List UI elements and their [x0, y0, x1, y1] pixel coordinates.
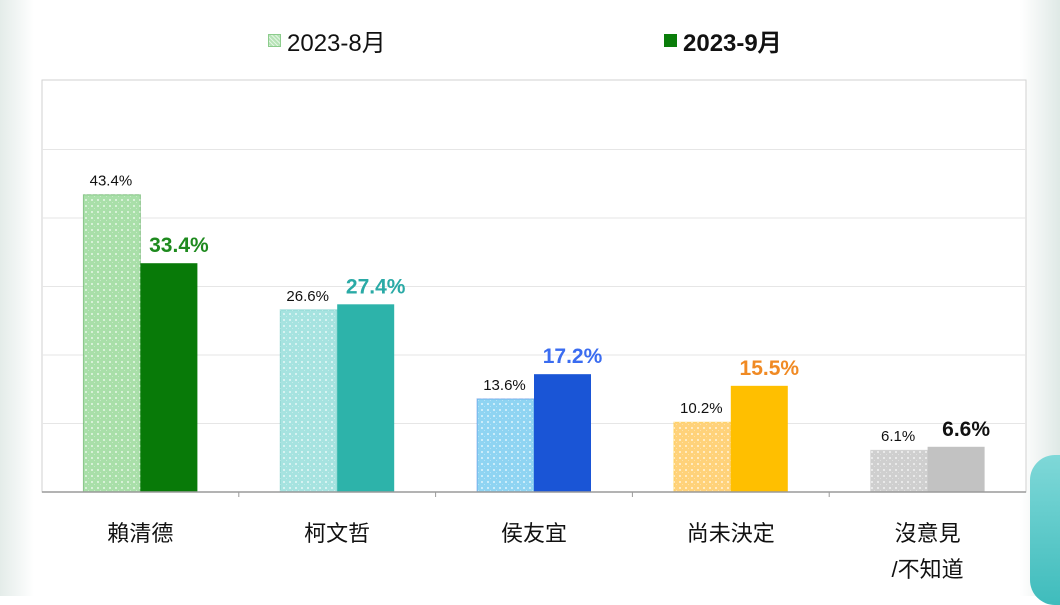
category-label-line: 賴清德 [107, 521, 174, 546]
bar-aug-pattern [673, 422, 731, 492]
legend-item-aug: 2023-8月 [268, 24, 386, 57]
legend-item-sep: 2023-9月 [664, 24, 782, 57]
data-label-sep: 6.6% [942, 418, 990, 441]
category-label-line: 沒意見 [894, 521, 961, 546]
bar-aug-pattern [870, 450, 928, 492]
data-label-aug: 6.1% [881, 428, 915, 445]
bars-group [82, 194, 985, 493]
legend-swatch-aug [268, 33, 281, 47]
left-edge-background [0, 0, 34, 596]
category-label-line: 侯友宜 [500, 521, 567, 546]
data-label-aug: 43.4% [90, 173, 133, 190]
category-label: 尚未決定 [666, 516, 796, 552]
legend-swatch-sep [664, 33, 677, 47]
bar-aug-pattern [280, 309, 338, 492]
category-label-line: 柯文哲 [304, 521, 371, 546]
decorative-teal-shape [1030, 455, 1060, 605]
legend-label-aug: 2023-8月 [287, 29, 386, 57]
bar-aug-pattern [477, 398, 534, 492]
category-label: 賴清德 [75, 516, 205, 552]
data-label-sep: 17.2% [543, 345, 603, 368]
category-label: 柯文哲 [272, 516, 402, 552]
bar-sep [730, 385, 788, 492]
data-label-aug: 26.6% [286, 288, 329, 305]
bar-sep [140, 263, 198, 492]
data-label-aug: 10.2% [680, 400, 723, 417]
category-label: 侯友宜 [469, 516, 599, 552]
category-label-line: 尚未決定 [686, 521, 775, 546]
bar-sep [534, 374, 591, 492]
data-label-aug: 13.6% [483, 377, 526, 394]
category-label: 沒意見/不知道 [863, 516, 993, 588]
data-label-sep: 15.5% [740, 357, 800, 380]
bar-sep [337, 304, 395, 492]
bar-sep [927, 446, 985, 492]
data-label-sep: 33.4% [149, 234, 209, 257]
category-label-line: /不知道 [891, 557, 964, 582]
bar-aug-pattern [83, 194, 141, 492]
data-labels-group: 43.4% 33.4% 26.6% 27.4% 13.6% 17.2% 10.2% 15.5%… [90, 173, 991, 446]
data-label-sep: 27.4% [346, 275, 406, 298]
legend-label-sep: 2023-9月 [683, 29, 782, 57]
